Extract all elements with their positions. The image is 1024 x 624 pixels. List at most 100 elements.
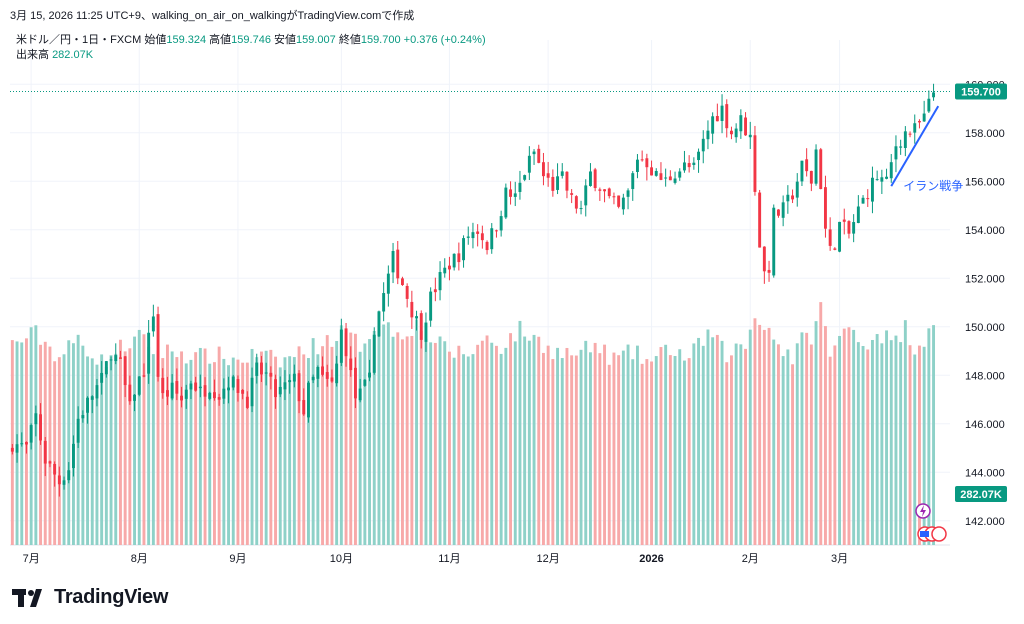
volume-bar [377,329,381,545]
candle-body [358,388,362,401]
candle-body [29,425,33,443]
candle-body [151,316,155,332]
candle-body [725,104,729,129]
candle-body [405,285,409,299]
price-badge-text: 159.700 [961,87,1001,99]
candle-body [316,367,320,379]
volume-bar [391,336,395,545]
volume-bar [302,354,306,545]
candle-body [245,396,249,408]
close-value: 159.700 [360,34,401,46]
volume-bar [729,355,733,545]
candle-body [617,195,621,207]
candle-body [335,363,339,384]
low-value: 159.007 [296,34,336,46]
volume-bar [212,362,216,545]
candle-body [781,202,785,218]
volume-bar [123,351,127,545]
candle-body [532,151,536,155]
volume-bar [349,332,353,545]
candle-body [556,176,560,190]
volume-bar [776,344,780,545]
volume-bar [231,357,235,545]
candle-body [415,316,419,319]
volume-bar [184,363,188,545]
candle-body [776,209,780,216]
candle-body [203,385,207,397]
candle-body [899,146,903,148]
volume-bar [513,341,517,545]
volume-bar [452,357,456,545]
volume-bar [321,346,325,545]
volume-bar [405,336,409,545]
volume-bar [621,350,625,545]
volume-bar [335,341,339,545]
volume-bar [908,345,912,545]
candle-body [292,373,296,382]
candle-body [433,289,437,293]
candle-body [546,173,550,178]
candle-body [10,447,14,452]
candle-body [932,92,936,98]
volume-bar [104,366,108,545]
volume-bar [748,329,752,545]
change-value: +0.376 (+0.24%) [403,34,486,46]
volume-bar [720,340,724,545]
candle-body [466,236,470,238]
low-label: 安値 [274,34,296,46]
candle-body [664,177,668,179]
candle-body [659,173,663,180]
volume-bar [476,344,480,545]
time-tick-label: 12月 [537,553,560,565]
candle-body [438,272,442,291]
candle-body [739,115,743,132]
candle-body [885,176,889,179]
volume-bar [227,365,231,545]
candle-body [523,175,527,180]
volume-bar [579,349,583,545]
volume-bar [396,332,400,545]
volume-bar [128,348,132,545]
volume-bar [142,334,146,545]
volume-legend: 出来高 282.07K [16,46,93,62]
candle-body [687,163,691,168]
volume-bar [316,354,320,545]
candle-body [349,358,353,371]
candle-body [250,377,254,407]
volume-bar [593,342,597,545]
volume-bar [62,354,66,545]
volume-bar [466,356,470,545]
time-axis[interactable]: 7月 8月 9月 10月 11月 12月 2026 2月 3月 [23,553,849,565]
price-axis[interactable]: 142.000 144.000 146.000 148.000 150.000 152.0… [965,79,1005,528]
volume-bar [278,367,282,545]
volume-bar [339,325,343,545]
volume-bar [781,356,785,545]
volume-bar [165,344,169,545]
volume-bar [875,334,879,545]
volume-bar [541,352,545,545]
volume-bar [194,352,198,545]
volume-bar [358,351,362,545]
candle-body [541,162,545,177]
candle-body [607,188,611,197]
volume-bar [537,336,541,545]
candle-body [372,334,376,373]
event-flag-icon [931,526,947,542]
volume-bar [842,328,846,545]
candle-body [288,380,292,383]
volume-bar [809,344,813,545]
symbol-label[interactable]: 米ドル／円・1日・FXCM [16,34,142,46]
volume-bar [631,359,635,545]
candle-body [165,390,169,397]
volume-bar [725,362,729,545]
volume-bar [95,364,99,545]
candle-body [180,395,184,401]
volume-bar [800,332,804,545]
volume-bar [551,359,555,545]
trendline-group[interactable]: イラン戦争 [890,105,963,193]
volume-bar [372,330,376,545]
candle-body [485,241,489,251]
candle-body [302,400,306,415]
tradingview-brand[interactable]: TradingView [12,586,168,609]
